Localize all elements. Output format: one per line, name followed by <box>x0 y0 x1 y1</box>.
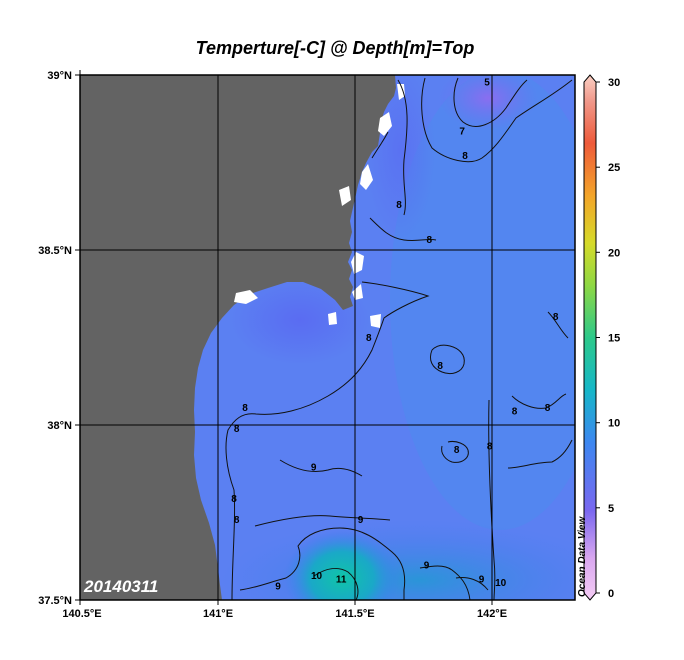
grid-lines <box>80 75 575 600</box>
contour-label: 10 <box>495 578 507 589</box>
eastern-ocean-shade <box>390 75 575 530</box>
contour-label: 8 <box>234 515 240 526</box>
x-tick-label: 141.5°E <box>335 608 374 620</box>
contour-label: 8 <box>234 424 240 435</box>
contour-label: 8 <box>366 333 372 344</box>
y-tick-label: 37.5°N <box>38 595 72 607</box>
colorbar-tick-label: 0 <box>608 588 614 600</box>
plot-frame <box>79 74 576 601</box>
data-gaps <box>234 84 405 328</box>
contour-label: 9 <box>311 463 317 474</box>
contour-label: 8 <box>427 235 433 246</box>
contour-label: 8 <box>545 403 551 414</box>
contour-label: 9 <box>358 515 364 526</box>
colorbar-tick-label: 30 <box>608 77 620 89</box>
contour-label: 10 <box>311 571 323 582</box>
date-stamp: 20140311 <box>83 577 158 596</box>
x-tick-label: 140.5°E <box>62 608 101 620</box>
colorbar: 0 5 10 15 20 25 30 <box>583 74 620 601</box>
cold-patch-north <box>438 75 538 130</box>
contour-label: 8 <box>462 151 468 162</box>
contour-label: 5 <box>484 78 490 89</box>
land-mass <box>80 75 396 600</box>
colorbar-tick-label: 5 <box>608 503 614 515</box>
contour-label: 7 <box>459 127 465 138</box>
y-tick-label: 39°N <box>47 70 72 82</box>
y-tick-label: 38.5°N <box>38 245 72 257</box>
contour-label: 9 <box>479 575 485 586</box>
contour-label: 9 <box>424 561 430 572</box>
odv-watermark: Ocean Data View <box>577 516 588 597</box>
contour-label: 9 <box>275 582 281 593</box>
colorbar-tick-label: 15 <box>608 333 620 345</box>
colorbar-tick-label: 10 <box>608 418 620 430</box>
contour-label: 8 <box>396 200 402 211</box>
contour-label: 8 <box>454 445 460 456</box>
contour-label: 8 <box>487 442 493 453</box>
contour-label: 8 <box>512 407 518 418</box>
colorbar-tick-label: 25 <box>608 162 620 174</box>
contour-lines <box>225 77 573 600</box>
axis-ticks <box>75 70 493 605</box>
contour-label: 8 <box>231 494 237 505</box>
contour-label: 8 <box>553 312 559 323</box>
colorbar-tick-label: 20 <box>608 247 620 259</box>
chart-title: Temperture[-C] @ Depth[m]=Top <box>196 38 475 58</box>
y-tick-label: 38°N <box>47 420 72 432</box>
contour-label: 8 <box>437 361 443 372</box>
colorbar-ticks: 0 5 10 15 20 25 30 <box>596 77 620 600</box>
warm-core-south <box>284 530 400 600</box>
x-tick-label: 141°E <box>203 608 233 620</box>
contour-label: 8 <box>242 403 248 414</box>
contour-label: 11 <box>336 575 347 586</box>
x-tick-label: 142°E <box>477 608 507 620</box>
